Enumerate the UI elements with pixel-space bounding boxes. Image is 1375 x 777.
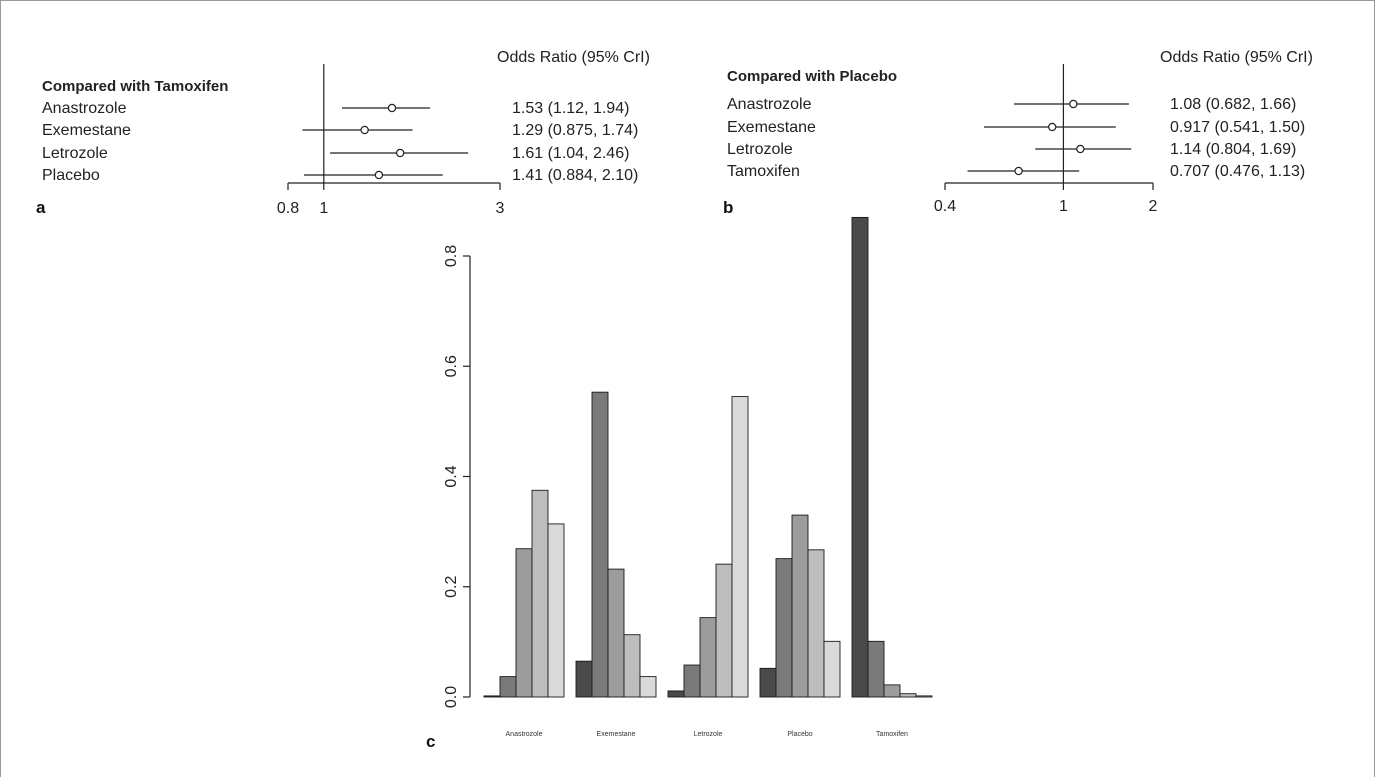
forest-b-point (1069, 99, 1078, 109)
forest-a-row-value: 1.41 (0.884, 2.10) (512, 167, 638, 184)
forest-b-row-value: 0.707 (0.476, 1.13) (1170, 163, 1305, 180)
forest-a-tick-label: 3 (496, 200, 505, 217)
forest-a-row-value: 1.61 (1.04, 2.46) (512, 145, 629, 162)
bar-c-bar (807, 549, 825, 698)
bar-chart-c: c 0.0 0.2 0.4 0.6 0.8 Anastrozole Exemestane Le… (426, 216, 933, 751)
forest-b-row-value: 1.08 (0.682, 1.66) (1170, 96, 1296, 113)
forest-a-group-title: Compared with Tamoxifen (42, 78, 228, 95)
forest-b-row-value: 1.14 (0.804, 1.69) (1170, 141, 1296, 158)
panel-label-b: b (723, 198, 733, 217)
forest-b-point (1048, 122, 1057, 132)
bar-c-y-tick-label: 0.4 (443, 465, 460, 487)
forest-b-heading: Odds Ratio (95% CrI) (1160, 49, 1313, 66)
forest-a-row-value: 1.53 (1.12, 1.94) (512, 100, 629, 117)
forest-a-row-label: Exemestane (42, 122, 131, 139)
bar-c-y-tick-label: 0.6 (443, 355, 460, 377)
forest-a-row-label: Letrozole (42, 145, 108, 162)
forest-b-tick-label: 1 (1059, 198, 1068, 215)
bar-c-y-tick-label: 0.2 (443, 576, 460, 598)
bar-c-bar (883, 684, 901, 698)
bar-c-bar (715, 563, 733, 698)
bar-c-category-label: Letrozole (694, 731, 723, 738)
forest-b-group-title: Compared with Placebo (727, 68, 897, 85)
forest-b-row-label: Tamoxifen (727, 163, 800, 180)
forest-a-point (387, 103, 397, 113)
forest-a-tick-label: 1 (319, 200, 328, 217)
bar-c-bar (607, 568, 625, 698)
forest-b-row-label: Anastrozole (727, 96, 812, 113)
bar-c-bar (915, 695, 933, 698)
bar-c-bar (499, 676, 517, 698)
forest-plot-b: Odds Ratio (95% CrI) Compared with Place… (723, 49, 1313, 217)
bar-c-bar (547, 523, 565, 698)
bar-c-bar (623, 634, 641, 698)
panel-label-a: a (36, 198, 46, 217)
bar-c-bar (531, 489, 549, 698)
bar-c-category-label: Exemestane (597, 731, 636, 738)
forest-a-tick-label: 0.8 (277, 200, 299, 217)
bar-c-bar (823, 640, 841, 698)
bar-c-bar (731, 396, 749, 698)
bar-c-y-tick-label: 0.0 (443, 686, 460, 708)
bar-c-y-tick-label: 0.8 (443, 245, 460, 267)
bar-c-bar (899, 693, 917, 698)
bar-c-category-label: Anastrozole (506, 731, 543, 738)
bar-c-category-label: Placebo (787, 731, 812, 738)
forest-plot-a: Odds Ratio (95% CrI) Compared with Tamox… (36, 49, 650, 217)
forest-a-row-label: Placebo (42, 167, 100, 184)
panel-label-c: c (426, 732, 435, 751)
forest-b-row-label: Letrozole (727, 141, 793, 158)
forest-a-point (374, 170, 384, 180)
bar-c-bar (759, 667, 777, 698)
bar-c-bar (575, 660, 593, 698)
forest-b-tick-label: 2 (1149, 198, 1158, 215)
bar-c-bar (867, 640, 885, 698)
bar-c-bar (791, 514, 809, 698)
forest-a-row-label: Anastrozole (42, 100, 127, 117)
forest-b-row-label: Exemestane (727, 119, 816, 136)
bar-c-bar (851, 216, 869, 698)
bar-c-bar (667, 690, 685, 698)
bar-c-bar (775, 558, 793, 698)
forest-b-point (1014, 166, 1023, 176)
bar-c-category-label: Tamoxifen (876, 731, 908, 738)
forest-a-heading: Odds Ratio (95% CrI) (497, 49, 650, 66)
forest-b-row-value: 0.917 (0.541, 1.50) (1170, 119, 1305, 136)
bar-c-bar (699, 617, 717, 698)
bar-c-bar (639, 676, 657, 698)
forest-b-point (1076, 144, 1085, 154)
forest-b-tick-label: 0.4 (934, 198, 956, 215)
bar-c-bar (591, 391, 609, 698)
bar-c-bar (515, 548, 533, 698)
bar-c-bar (483, 695, 501, 698)
forest-a-point (395, 148, 405, 158)
forest-a-row-value: 1.29 (0.875, 1.74) (512, 122, 638, 139)
bar-c-bar (683, 664, 701, 698)
forest-a-point (360, 125, 369, 135)
